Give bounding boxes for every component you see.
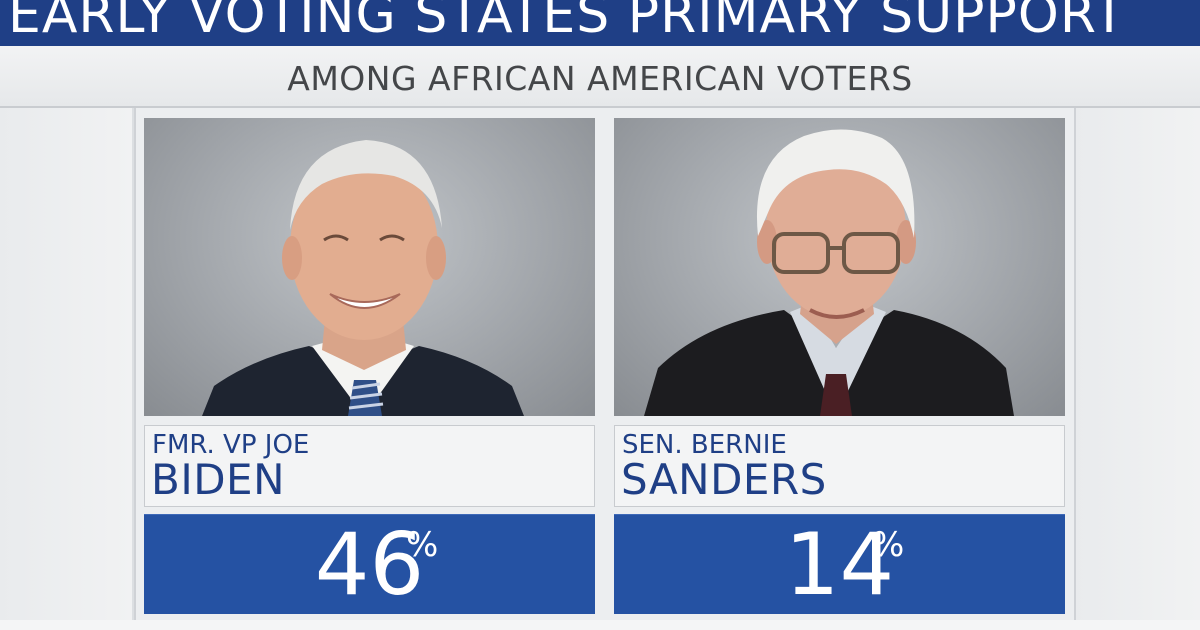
candidate-name-box: FMR. VP JOE BIDEN — [144, 425, 595, 507]
candidate-title-line: SEN. BERNIE — [622, 430, 787, 460]
portrait-figure-biden — [202, 140, 524, 416]
percent-sign: % — [872, 525, 905, 565]
candidate-surname: SANDERS — [621, 455, 827, 504]
candidate-name-box: SEN. BERNIE SANDERS — [614, 425, 1065, 507]
candidate-title-line: FMR. VP JOE — [152, 430, 310, 460]
title-banner: EARLY VOTING STATES PRIMARY SUPPORT — [0, 0, 1200, 46]
candidate-percent-box: 46 % — [144, 514, 595, 614]
candidate-percent-value: 46 — [314, 515, 425, 615]
graphic-subtitle: AMONG AFRICAN AMERICAN VOTERS — [287, 59, 913, 98]
candidate-portrait-biden — [144, 118, 595, 416]
right-side-panel — [1074, 108, 1200, 620]
subtitle-banner: AMONG AFRICAN AMERICAN VOTERS — [0, 46, 1200, 108]
percent-sign: % — [406, 525, 439, 565]
left-side-panel — [0, 108, 132, 620]
portrait-figure-sanders — [644, 129, 1014, 416]
bottom-strip — [0, 620, 1200, 630]
candidate-surname: BIDEN — [151, 455, 285, 504]
candidate-percent-box: 14 % — [614, 514, 1065, 614]
candidate-portrait-sanders — [614, 118, 1065, 416]
candidate-percent-value: 14 — [784, 515, 895, 615]
graphic-title: EARLY VOTING STATES PRIMARY SUPPORT — [8, 0, 1126, 45]
